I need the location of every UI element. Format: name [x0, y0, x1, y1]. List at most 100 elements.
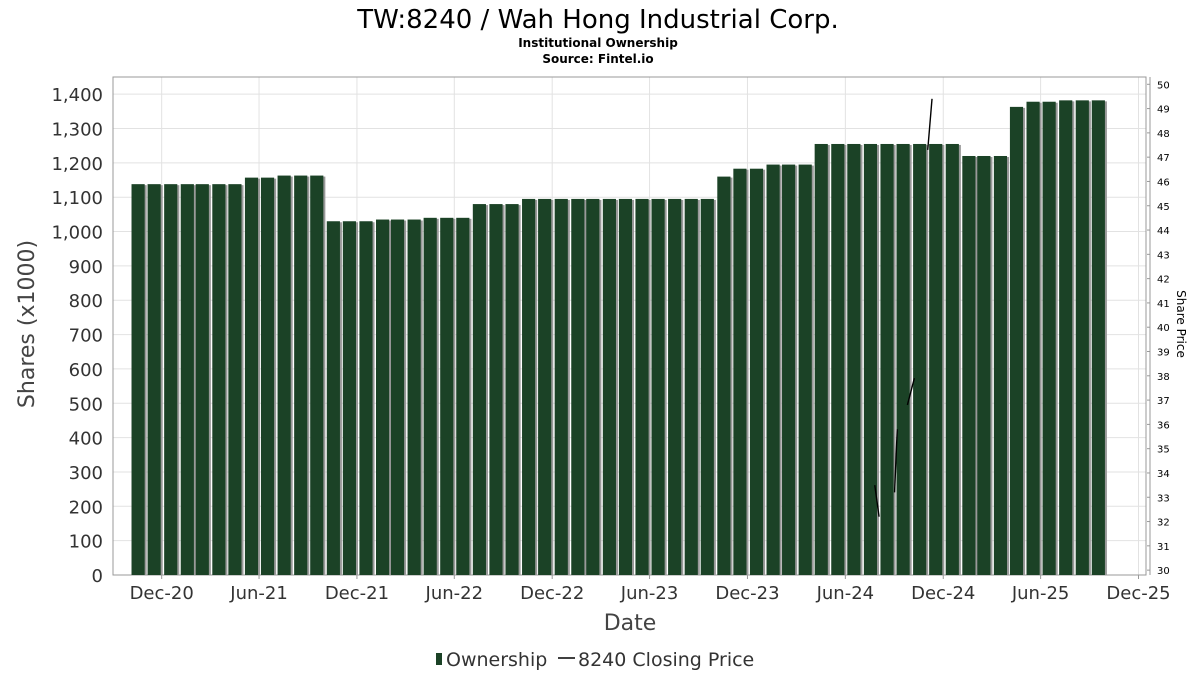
chart-source: Source: Fintel.io [542, 52, 653, 66]
ownership-bar [684, 198, 698, 575]
ownership-bar [668, 198, 682, 575]
ownership-bar [456, 217, 470, 576]
ownership-bar [359, 221, 373, 575]
x-tick-label: Dec-24 [911, 583, 975, 604]
y-tick-label: 1,400 [51, 85, 103, 106]
ownership-bar [472, 204, 486, 575]
y2-tick-label: 35 [1157, 445, 1170, 456]
ownership-bar [602, 198, 616, 575]
ownership-bar [342, 221, 356, 575]
x-tick-label: Jun-21 [229, 583, 288, 604]
x-tick-label: Jun-22 [425, 583, 484, 604]
y2-tick-label: 34 [1157, 469, 1170, 480]
ownership-bar [618, 198, 633, 575]
y2-tick-label: 47 [1157, 153, 1170, 164]
y2-axis-ticks: 30 31 32 33 34 35 36 37 38 39 40 41 42 43 44 45 46 47 48 49… [1147, 77, 1170, 577]
x-axis-title: Date [604, 611, 657, 636]
ownership-bar [1075, 100, 1089, 575]
y-tick-label: 1,100 [51, 188, 103, 209]
y2-tick-label: 44 [1157, 226, 1170, 237]
ownership-bar [489, 204, 503, 575]
ownership-bar [1042, 101, 1056, 576]
y-tick-label: 300 [69, 463, 103, 484]
ownership-bar [522, 198, 536, 575]
ownership-bar [147, 184, 161, 575]
ownership-bar [260, 177, 275, 575]
y2-tick-label: 43 [1157, 250, 1170, 261]
ownership-bar [766, 164, 780, 575]
ownership-bar [651, 198, 665, 575]
ownership-bar [913, 143, 927, 575]
ownership-bar [228, 184, 242, 575]
ownership-bar [700, 198, 714, 575]
ownership-bar [505, 204, 519, 575]
y2-axis-title: Share Price [1174, 290, 1188, 358]
y-tick-label: 1,300 [51, 120, 103, 141]
y2-tick-label: 41 [1157, 299, 1170, 310]
ownership-bar [180, 184, 194, 575]
ownership-bar [538, 198, 552, 575]
ownership-bar [962, 155, 976, 575]
x-tick-label: Jun-25 [1011, 583, 1070, 604]
price-segment [874, 485, 880, 517]
x-tick-label: Dec-22 [520, 583, 584, 604]
ownership-bar [212, 184, 226, 575]
ownership-bar [1059, 100, 1073, 575]
ownership-bar [131, 184, 145, 575]
y2-tick-label: 32 [1157, 518, 1170, 529]
x-tick-label: Jun-24 [816, 583, 875, 604]
ownership-bar [294, 175, 308, 576]
y-tick-label: 800 [69, 291, 103, 312]
ownership-bar [929, 143, 943, 575]
ownership-bar [440, 217, 454, 576]
legend-price-label: 8240 Closing Price [578, 649, 754, 671]
ownership-bar [586, 198, 600, 575]
y-axis-ticks: 0 100 200 300 400 500 600 700 800 900 1,000 1,100 1,… [51, 85, 103, 587]
legend-ownership-swatch [436, 653, 442, 665]
ownership-bar [831, 143, 845, 575]
ownership-bar [782, 164, 796, 575]
ownership-bar [571, 198, 585, 575]
y-tick-label: 0 [92, 566, 103, 587]
legend-ownership-label: Ownership [446, 649, 547, 671]
x-tick-label: Dec-21 [325, 583, 389, 604]
x-axis-ticks: Dec-20 Jun-21 Dec-21 Jun-22 Dec-22 Jun-23 Dec-… [130, 575, 1171, 604]
price-segment [906, 378, 916, 406]
y-tick-label: 900 [69, 257, 103, 278]
x-tick-label: Dec-20 [130, 583, 194, 604]
ownership-bar [798, 164, 812, 575]
y2-tick-label: 40 [1157, 323, 1170, 334]
y-tick-label: 100 [69, 532, 103, 553]
ownership-bar [635, 198, 649, 575]
y2-tick-label: 42 [1157, 275, 1170, 286]
y2-tick-label: 30 [1157, 566, 1170, 577]
ownership-bar [863, 143, 878, 575]
price-segment [893, 429, 898, 493]
ownership-bar [390, 219, 405, 575]
ownership-bar [749, 168, 764, 575]
ownership-bar [993, 155, 1008, 575]
ownership-bar [310, 175, 324, 576]
ownership-bar [375, 219, 390, 575]
ownership-bar [814, 143, 828, 575]
ownership-bar [847, 143, 861, 575]
ownership-bars [131, 100, 1107, 576]
ownership-bar [977, 155, 991, 575]
y-tick-label: 1,000 [51, 223, 103, 244]
y-tick-label: 600 [69, 360, 103, 381]
chart-title: TW:8240 / Wah Hong Industrial Corp. [356, 5, 838, 35]
ownership-bar [244, 177, 259, 575]
ownership-bar [1009, 106, 1024, 575]
x-tick-label: Dec-23 [715, 583, 779, 604]
chart-subtitle: Institutional Ownership [518, 36, 678, 50]
y2-tick-label: 31 [1157, 542, 1170, 553]
ownership-bar [277, 175, 291, 576]
y-tick-label: 500 [69, 394, 103, 415]
y-tick-label: 400 [69, 429, 103, 450]
ownership-bar [1091, 100, 1105, 575]
y2-tick-label: 50 [1157, 80, 1170, 91]
y-tick-label: 200 [69, 497, 103, 518]
ownership-bar [880, 143, 894, 575]
price-line [874, 98, 933, 517]
